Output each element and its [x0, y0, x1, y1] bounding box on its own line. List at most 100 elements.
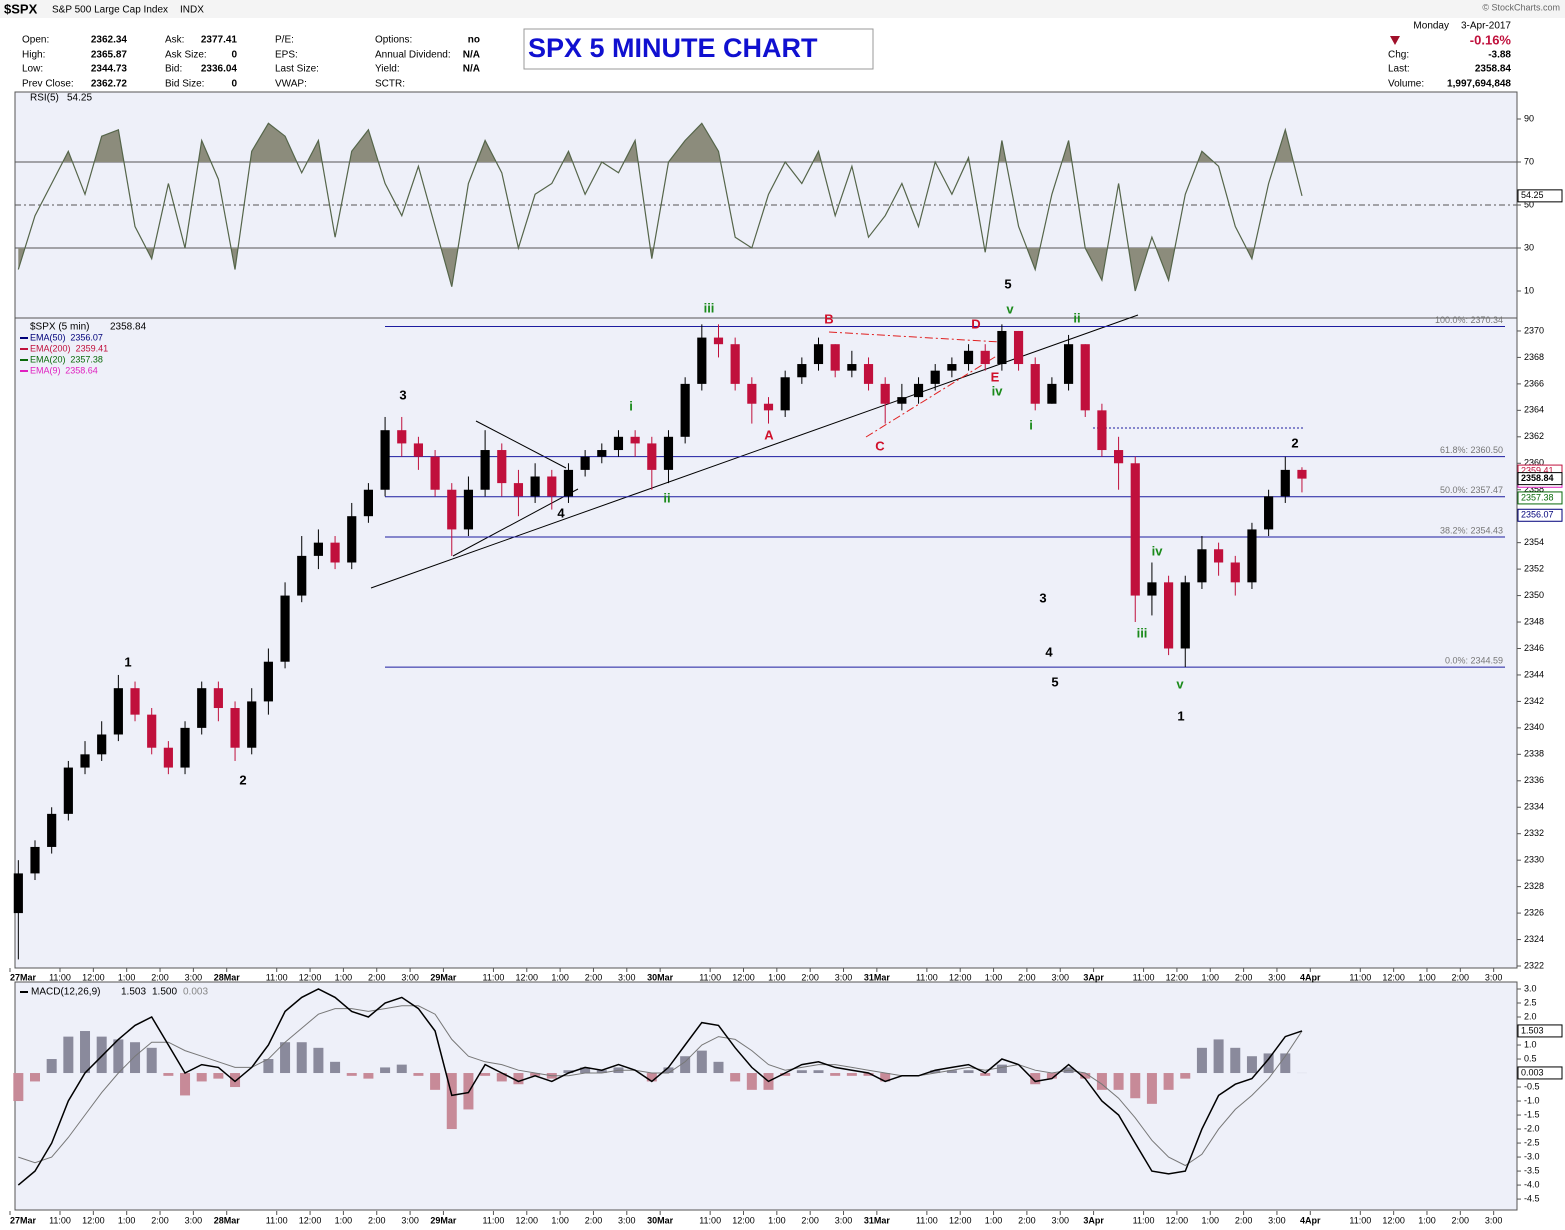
trend-lines	[370, 314, 1305, 589]
y-tick-label: 1.0	[1524, 1039, 1537, 1049]
x-tick-label: 3:00	[185, 972, 203, 982]
histogram-bar	[1230, 1047, 1241, 1074]
x-tick-label: 3:00	[1268, 972, 1286, 982]
candle-body	[830, 344, 840, 371]
field-value: N/A	[463, 50, 480, 61]
x-tick-label: 12:00	[299, 972, 322, 982]
histogram-bar	[680, 1056, 691, 1074]
candle-body	[230, 708, 240, 748]
value-tag	[1517, 1066, 1563, 1080]
x-tick-label: 11:00	[1133, 972, 1155, 982]
y-tick-label: 2332	[1524, 828, 1544, 838]
x-tick-label: 11:00	[266, 972, 288, 982]
value-tag	[1517, 1024, 1563, 1038]
candle-body	[1013, 330, 1024, 365]
candle-body	[680, 383, 690, 437]
field-value: 0	[231, 50, 237, 61]
x-tick-label: 3:00	[835, 1215, 853, 1225]
histogram-bar	[646, 1073, 657, 1082]
histogram-bar	[313, 1047, 324, 1074]
candle-body	[463, 489, 474, 530]
x-tick-label: 3:00	[618, 972, 636, 982]
histogram-bar	[1196, 1047, 1207, 1074]
field-label: VWAP:	[275, 79, 307, 90]
candle-body	[630, 436, 640, 444]
x-tick-label: 2:00	[151, 1215, 169, 1225]
y-tick-label: 2340	[1524, 722, 1544, 732]
histogram-bar	[280, 1042, 291, 1074]
wave-label: iii	[1137, 625, 1148, 640]
x-tick-label: 12:00	[949, 972, 972, 982]
y-tick-label: 2324	[1524, 934, 1544, 944]
x-tick-label: 27Mar	[10, 1215, 37, 1225]
symbol-name: S&P 500 Large Cap Index	[52, 5, 168, 16]
wave-label: i	[1029, 417, 1033, 432]
field-label: SCTR:	[375, 79, 405, 90]
y-tick-label: 2368	[1524, 352, 1544, 362]
x-tick-label: 29Mar	[430, 972, 457, 982]
histogram-bar	[363, 1073, 374, 1079]
histogram-bar	[880, 1073, 891, 1082]
histogram-bar	[330, 1061, 341, 1074]
histogram-bar	[180, 1073, 191, 1096]
histogram-bar	[796, 1070, 807, 1074]
wave-label: i	[629, 398, 633, 413]
candle-body	[163, 747, 173, 768]
y-tick-label: 70	[1524, 156, 1534, 166]
wave-label: D	[971, 316, 980, 331]
y-tick-label: 0.5	[1524, 1053, 1537, 1063]
x-tick-label: 12:00	[82, 972, 105, 982]
field-label: Low:	[22, 64, 43, 75]
x-tick-label: 1:00	[1418, 1215, 1436, 1225]
candle-body	[263, 661, 273, 702]
x-tick-label: 11:00	[49, 972, 71, 982]
candle-body	[47, 813, 57, 847]
histogram-bar	[30, 1073, 41, 1082]
candle-body	[1047, 383, 1057, 404]
wave-label: 5	[1051, 674, 1058, 689]
wave-label: v	[1006, 301, 1014, 316]
wave-label: iv	[992, 383, 1004, 398]
histogram-bar	[296, 1042, 307, 1074]
candle-body	[1280, 469, 1290, 497]
y-tick-label: 2348	[1524, 616, 1544, 626]
field-label: Options:	[375, 35, 412, 46]
candle-body	[613, 436, 624, 451]
candle-body	[663, 436, 674, 470]
field-value: 2365.87	[91, 50, 128, 61]
x-tick-label: 11:00	[266, 1215, 288, 1225]
candle-body	[363, 489, 373, 517]
x-tick-label: 12:00	[1166, 972, 1189, 982]
wave-label: 3	[399, 387, 406, 402]
candle-body	[1113, 450, 1124, 464]
macd-panel	[14, 981, 1518, 1211]
x-tick-label: 12:00	[732, 1215, 755, 1225]
y-tick-label: 2.0	[1524, 1011, 1537, 1021]
histogram-bar	[946, 1070, 957, 1074]
x-tick-label: 12:00	[516, 972, 539, 982]
candle-body	[1214, 549, 1224, 563]
value-tag	[1517, 508, 1563, 522]
legend-value: 1.503	[121, 987, 146, 998]
x-tick-label: 2:00	[1452, 1215, 1470, 1225]
y-tick-label: 2342	[1524, 696, 1544, 706]
y-tick-label: -2.5	[1524, 1137, 1540, 1147]
candle-body	[13, 873, 23, 914]
field-label: High:	[22, 50, 45, 61]
legend-value: 1.500	[152, 987, 177, 998]
x-tick-label: 3:00	[1268, 1215, 1286, 1225]
exchange: INDX	[180, 5, 204, 16]
histogram-bar	[1046, 1073, 1057, 1079]
candle-body	[1164, 582, 1174, 649]
histogram-bar	[713, 1061, 724, 1074]
y-tick-label: 50	[1524, 199, 1534, 209]
candle-body	[897, 397, 907, 404]
histogram-bar	[1080, 1073, 1091, 1079]
title-bar	[0, 0, 1565, 18]
x-tick-label: 1:00	[1418, 972, 1436, 982]
candle-body	[1030, 364, 1040, 404]
candle-body	[1080, 344, 1090, 411]
field-value: 2377.41	[201, 35, 238, 46]
x-tick-label: 2:00	[368, 1215, 386, 1225]
